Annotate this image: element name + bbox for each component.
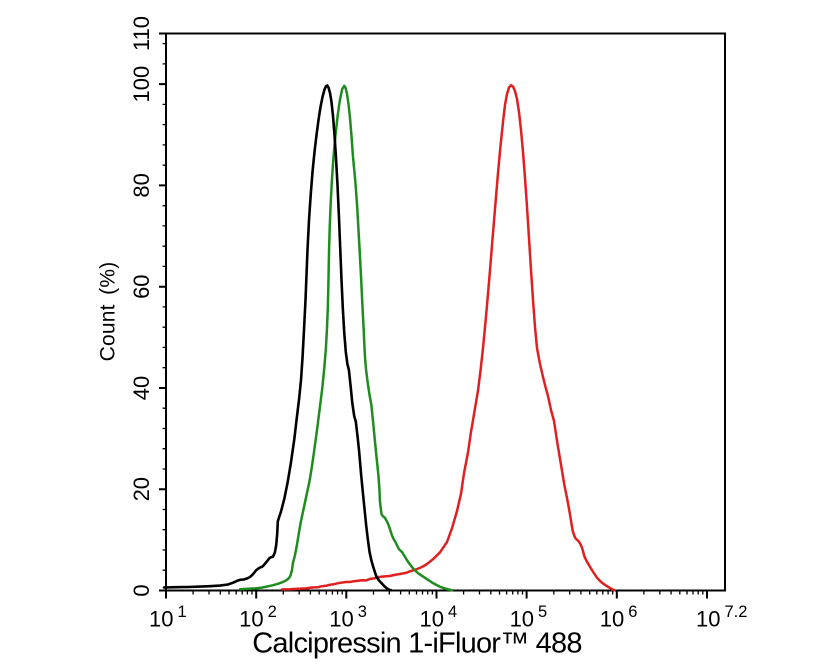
svg-text:104: 10 4: [419, 603, 457, 632]
svg-text:Count (%): Count (%): [97, 262, 120, 362]
svg-text:Calcipressin 1-iFluor™ 488: Calcipressin 1-iFluor™ 488: [252, 628, 581, 660]
svg-text:110: 110: [129, 16, 154, 51]
svg-text:60: 60: [129, 274, 154, 298]
svg-text:100: 100: [129, 66, 154, 103]
svg-text:80: 80: [129, 173, 154, 197]
svg-text:0: 0: [129, 584, 154, 596]
svg-text:101: 10 1: [149, 603, 187, 632]
svg-text:40: 40: [129, 376, 154, 400]
svg-text:20: 20: [129, 477, 154, 501]
